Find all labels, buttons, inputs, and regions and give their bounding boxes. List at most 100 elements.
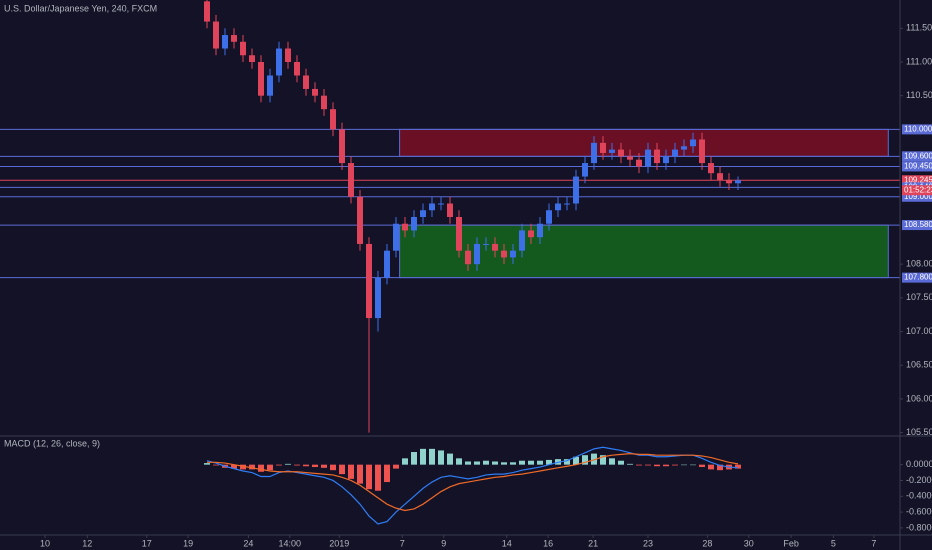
histogram-bar xyxy=(384,464,390,483)
candle-body xyxy=(528,230,534,238)
candle-body xyxy=(213,21,219,49)
candle-body xyxy=(285,48,291,62)
macd-pane xyxy=(204,446,741,525)
level-label-box xyxy=(902,175,932,186)
candle-body xyxy=(339,129,345,164)
x-tick-label: 14:00 xyxy=(279,538,302,548)
x-tick-label: 7 xyxy=(400,538,405,548)
histogram-bar xyxy=(618,460,624,465)
chart-title: U.S. Dollar/Japanese Yen, 240, FXCM xyxy=(4,3,157,13)
histogram-bar xyxy=(510,462,516,465)
candle-body xyxy=(420,210,426,217)
histogram-bar xyxy=(312,464,318,468)
histogram-bar xyxy=(708,464,714,470)
level-label: 109.450 xyxy=(904,162,932,171)
histogram-bar xyxy=(339,464,345,475)
candle-body xyxy=(591,142,597,164)
candle-body xyxy=(600,142,606,153)
candle-body xyxy=(582,163,588,177)
histogram-bar xyxy=(285,463,291,465)
y-tick-label: 0.0000 xyxy=(906,459,932,469)
histogram-bar xyxy=(699,464,705,468)
candle-body xyxy=(258,61,264,96)
histogram-bar xyxy=(573,456,579,465)
y-tick-label: 108.000 xyxy=(906,259,932,269)
histogram-bar xyxy=(645,464,651,466)
histogram-bar xyxy=(654,464,660,467)
candle-body xyxy=(465,250,471,265)
candle-body xyxy=(474,243,480,265)
histogram-bar xyxy=(501,462,507,465)
level-label-box xyxy=(902,151,932,162)
zone xyxy=(399,128,889,157)
y-tick-label: -0.6000 xyxy=(906,506,932,516)
histogram-bar xyxy=(672,464,678,466)
candle-body xyxy=(222,35,228,49)
candle-body xyxy=(312,88,318,96)
candle-body xyxy=(654,149,660,164)
histogram-bar xyxy=(321,464,327,468)
histogram-bar xyxy=(564,459,570,465)
histogram-bar xyxy=(537,460,543,465)
histogram-bar xyxy=(600,455,606,465)
histogram-bar xyxy=(636,464,642,466)
level-label-box xyxy=(902,220,932,231)
candle-body xyxy=(510,250,516,258)
candle-body xyxy=(357,196,363,244)
candle-body xyxy=(690,139,696,147)
x-tick-label: 12 xyxy=(82,538,92,548)
y-tick-label: -0.4000 xyxy=(906,491,932,501)
countdown: 01:52:23 xyxy=(904,185,932,194)
candle-body xyxy=(672,149,678,157)
candle-body xyxy=(537,223,543,238)
candle-body xyxy=(663,156,669,164)
level-label-box xyxy=(902,124,932,135)
candle-body xyxy=(555,203,561,211)
y-tick-label: 111.000 xyxy=(906,56,932,66)
histogram-bar xyxy=(348,464,354,479)
candle-body xyxy=(438,203,444,205)
candle-body xyxy=(735,180,741,184)
histogram-bar xyxy=(717,464,723,471)
level-label: 109.600 xyxy=(904,151,932,160)
histogram-bar xyxy=(528,460,534,465)
histogram-bar xyxy=(366,464,372,490)
candle-body xyxy=(411,216,417,231)
candle-body xyxy=(366,243,372,319)
candle-body xyxy=(456,216,462,251)
histogram-bar xyxy=(258,464,264,472)
candle-body xyxy=(249,55,255,62)
histogram-bar xyxy=(681,464,687,466)
histogram-bar xyxy=(213,464,219,466)
histogram-bar xyxy=(465,461,471,465)
histogram-bar xyxy=(519,460,525,465)
histogram-bar xyxy=(303,464,309,467)
level-label-box xyxy=(902,191,932,202)
level-label: 109.000 xyxy=(904,192,932,201)
histogram-bar xyxy=(402,458,408,465)
candle-body xyxy=(204,1,210,22)
candle-body xyxy=(501,250,507,258)
candle-body xyxy=(519,230,525,251)
candle-body xyxy=(321,95,327,110)
x-tick-label: 14 xyxy=(502,538,512,548)
x-tick-label: 2019 xyxy=(329,538,349,548)
histogram-bar xyxy=(294,464,300,466)
x-tick-label: Feb xyxy=(783,538,799,548)
candle-body xyxy=(627,156,633,160)
candle-body xyxy=(294,61,300,76)
histogram-bar xyxy=(627,463,633,465)
candle-body xyxy=(564,203,570,205)
histogram-bar xyxy=(420,448,426,465)
histogram-bar xyxy=(429,448,435,465)
candle-body xyxy=(717,173,723,180)
candle-body xyxy=(447,203,453,217)
level-label-box xyxy=(902,161,932,172)
zone xyxy=(399,224,889,279)
histogram-bar xyxy=(438,450,444,465)
y-tick-label: 106.500 xyxy=(906,360,932,370)
histogram-bar xyxy=(456,458,462,465)
